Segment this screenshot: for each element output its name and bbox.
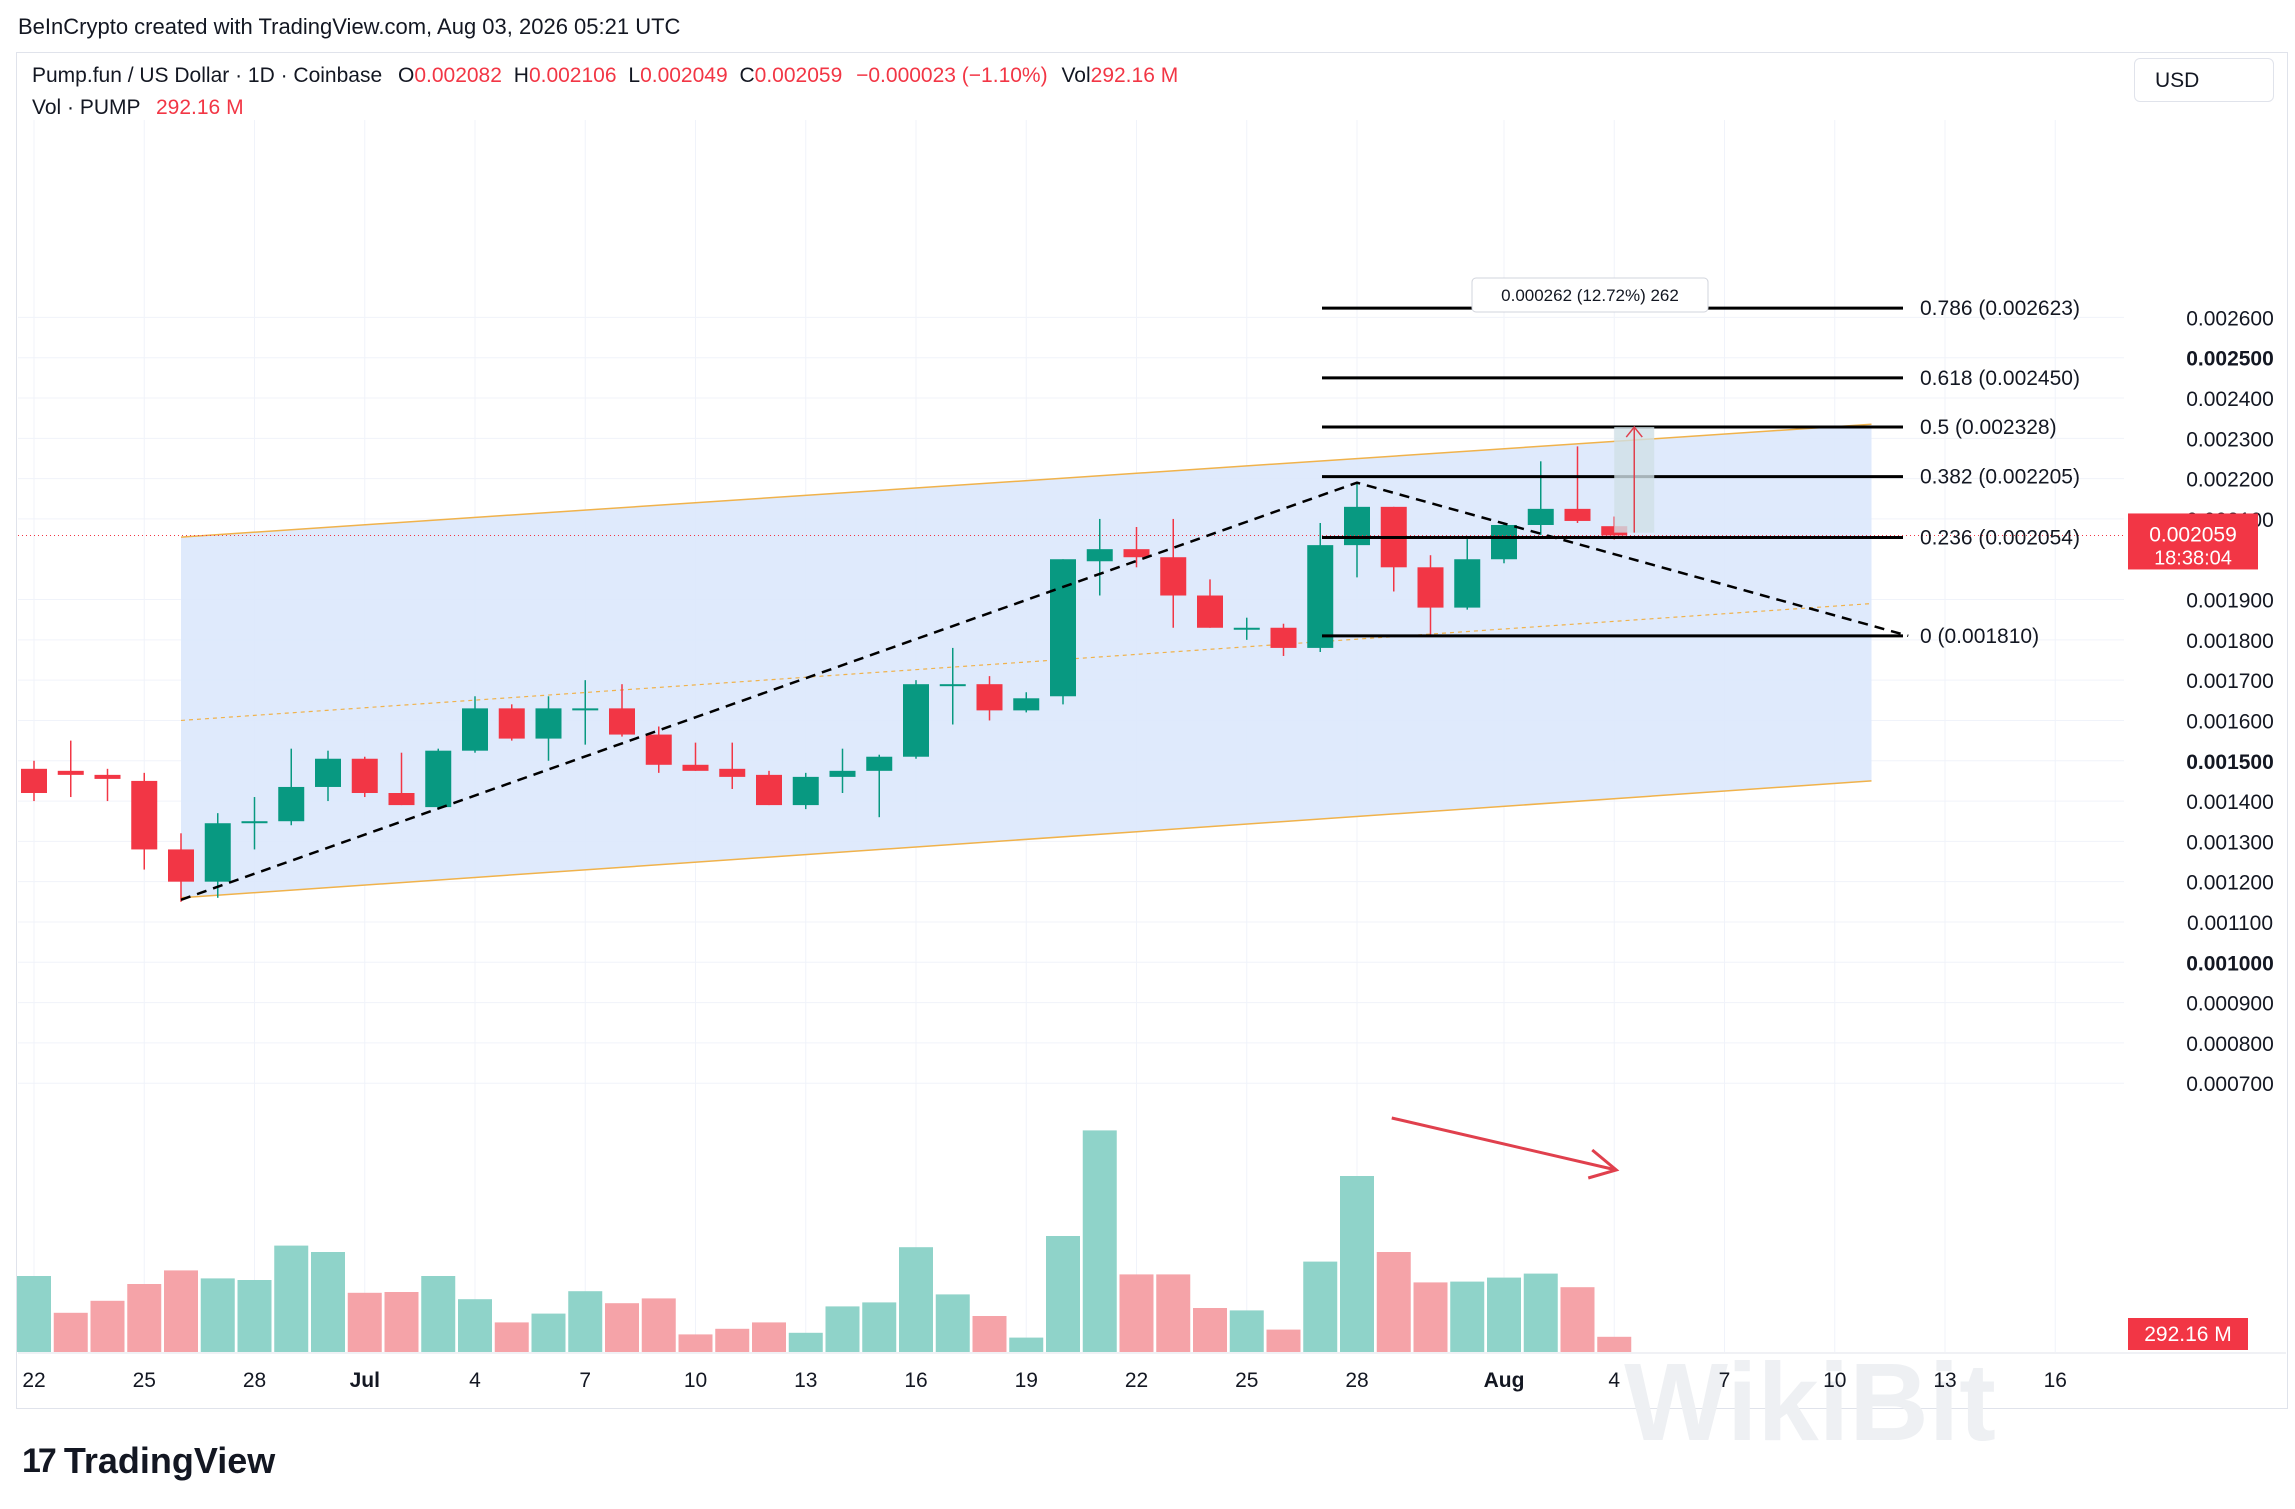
change-value: −0.000023 (−1.10%) bbox=[856, 64, 1048, 87]
close-value: 0.002059 bbox=[754, 64, 843, 87]
tradingview-logo[interactable]: 17 TradingView bbox=[22, 1440, 275, 1482]
tv-logo-icon: 17 bbox=[22, 1441, 57, 1480]
attribution-text: BeInCrypto created with TradingView.com,… bbox=[18, 14, 681, 39]
currency-button[interactable]: USD bbox=[2134, 58, 2274, 102]
volume-legend: Vol · PUMP 292.16 M bbox=[32, 96, 244, 120]
high-label: H bbox=[513, 64, 529, 87]
low-label: L bbox=[628, 64, 641, 87]
high-value: 0.002106 bbox=[528, 64, 617, 87]
open-value: 0.002082 bbox=[414, 64, 502, 87]
tradingview-brand: TradingView bbox=[63, 1440, 276, 1481]
chart-frame bbox=[16, 52, 2288, 1409]
symbol-title[interactable]: Pump.fun / US Dollar · 1D · Coinbase bbox=[32, 64, 383, 87]
low-value: 0.002049 bbox=[640, 64, 728, 87]
volume-indicator-value: 292.16 M bbox=[156, 96, 244, 119]
open-label: O bbox=[397, 64, 415, 87]
volume-indicator-title[interactable]: Vol · PUMP bbox=[32, 96, 141, 119]
close-label: C bbox=[739, 64, 755, 87]
vol-value: 292.16 M bbox=[1090, 64, 1179, 87]
ohlc-legend: Pump.fun / US Dollar · 1D · Coinbase O0.… bbox=[32, 64, 1178, 88]
vol-label: Vol bbox=[1061, 64, 1091, 87]
